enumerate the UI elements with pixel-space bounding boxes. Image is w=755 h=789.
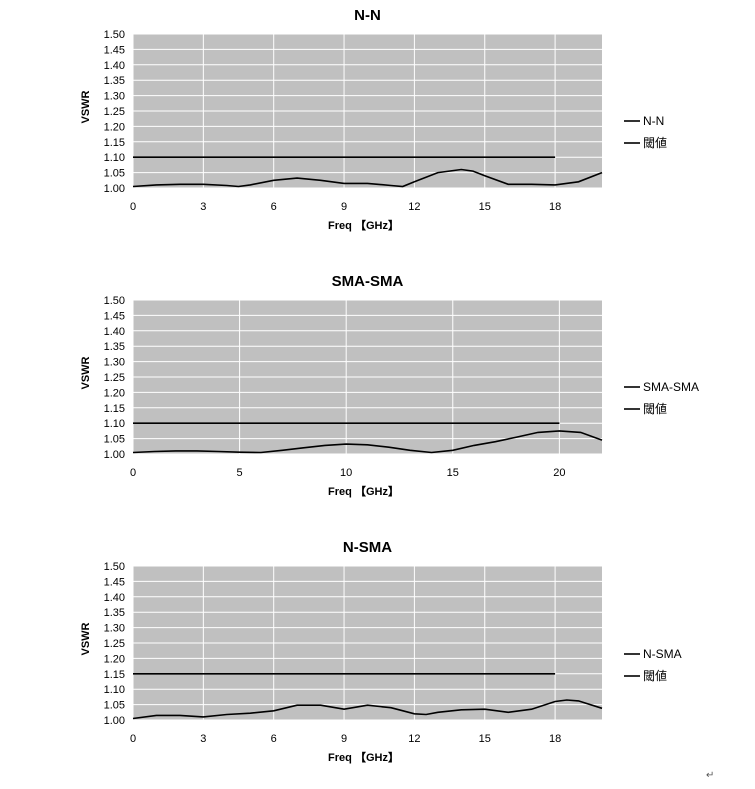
x-tick-label: 12 — [408, 201, 420, 213]
y-tick-label: 1.00 — [104, 183, 125, 195]
chart-title: N-N — [354, 7, 381, 24]
legend-label: SMA-SMA — [643, 380, 699, 394]
y-tick-label: 1.20 — [104, 121, 125, 133]
y-tick-label: 1.30 — [104, 357, 125, 369]
chart-title: N-SMA — [343, 539, 392, 556]
series-line — [132, 430, 603, 454]
x-axis-label: Freq 【GHz】 — [328, 219, 399, 232]
y-tick-label: 1.50 — [104, 295, 125, 307]
chart-1: SMA-SMA 1.00 1.05 1.10 1.15 1.20 1.25 1.30 1.35 1… — [80, 273, 699, 498]
x-tick-label: 0 — [130, 733, 136, 745]
x-tick-label: 12 — [408, 733, 420, 745]
x-tick-label: 15 — [479, 733, 491, 745]
y-tick-label: 1.45 — [104, 576, 125, 588]
x-tick-label: 10 — [340, 467, 352, 479]
y-tick-label: 1.25 — [104, 638, 125, 650]
y-axis-label: VSWR — [80, 622, 92, 655]
x-tick-label: 9 — [341, 201, 347, 213]
x-tick-label: 0 — [130, 201, 136, 213]
series-line — [132, 168, 603, 188]
x-tick-label: 15 — [447, 467, 459, 479]
y-tick-label: 1.10 — [104, 418, 125, 430]
x-tick-label: 15 — [479, 201, 491, 213]
y-axis-label: VSWR — [80, 90, 92, 123]
y-tick-label: 1.15 — [104, 669, 125, 681]
y-tick-label: 1.15 — [104, 403, 125, 415]
x-tick-label: 3 — [200, 201, 206, 213]
x-axis-label: Freq 【GHz】 — [328, 751, 399, 764]
y-tick-label: 1.10 — [104, 684, 125, 696]
legend-label: 閾値 — [643, 668, 667, 683]
y-tick-label: 1.25 — [104, 372, 125, 384]
chart-title: SMA-SMA — [332, 273, 404, 290]
y-axis-label: VSWR — [80, 356, 92, 389]
y-tick-label: 1.15 — [104, 137, 125, 149]
x-tick-label: 9 — [341, 733, 347, 745]
y-tick-label: 1.40 — [104, 60, 125, 72]
y-tick-label: 1.50 — [104, 561, 125, 573]
y-tick-label: 1.00 — [104, 715, 125, 727]
y-tick-label: 1.05 — [104, 434, 125, 446]
y-tick-label: 1.40 — [104, 592, 125, 604]
legend-label: 閾値 — [643, 401, 667, 416]
x-tick-label: 20 — [553, 467, 565, 479]
y-tick-label: 1.20 — [104, 653, 125, 665]
y-tick-label: 1.10 — [104, 152, 125, 164]
y-tick-label: 1.05 — [104, 700, 125, 712]
legend-label: N-SMA — [643, 647, 682, 661]
x-tick-label: 3 — [200, 733, 206, 745]
x-tick-label: 18 — [549, 201, 561, 213]
x-tick-label: 6 — [271, 201, 277, 213]
y-tick-label: 1.40 — [104, 326, 125, 338]
paragraph-mark-icon: ↵ — [706, 770, 715, 781]
x-tick-label: 0 — [130, 467, 136, 479]
x-axis-label: Freq 【GHz】 — [328, 485, 399, 498]
series-line — [132, 699, 603, 720]
y-tick-label: 1.45 — [104, 310, 125, 322]
x-tick-label: 18 — [549, 733, 561, 745]
legend-label: N-N — [643, 114, 664, 128]
y-tick-label: 1.20 — [104, 387, 125, 399]
chart-0: N-N 1.00 1.05 1.10 1.15 1.20 1.25 1.30 1.35 1.40 1… — [80, 7, 667, 232]
y-tick-label: 1.35 — [104, 75, 125, 87]
x-tick-label: 6 — [271, 733, 277, 745]
y-tick-label: 1.05 — [104, 168, 125, 180]
y-tick-label: 1.35 — [104, 341, 125, 353]
y-tick-label: 1.35 — [104, 607, 125, 619]
y-tick-label: 1.30 — [104, 623, 125, 635]
chart-2: N-SMA 1.00 1.05 1.10 1.15 1.20 1.25 1.30 1.35 1.4… — [80, 539, 682, 764]
legend-label: 閾値 — [643, 135, 667, 150]
y-tick-label: 1.25 — [104, 106, 125, 118]
y-tick-label: 1.50 — [104, 29, 125, 41]
x-tick-label: 5 — [237, 467, 243, 479]
y-tick-label: 1.30 — [104, 91, 125, 103]
y-tick-label: 1.00 — [104, 449, 125, 461]
y-tick-label: 1.45 — [104, 44, 125, 56]
